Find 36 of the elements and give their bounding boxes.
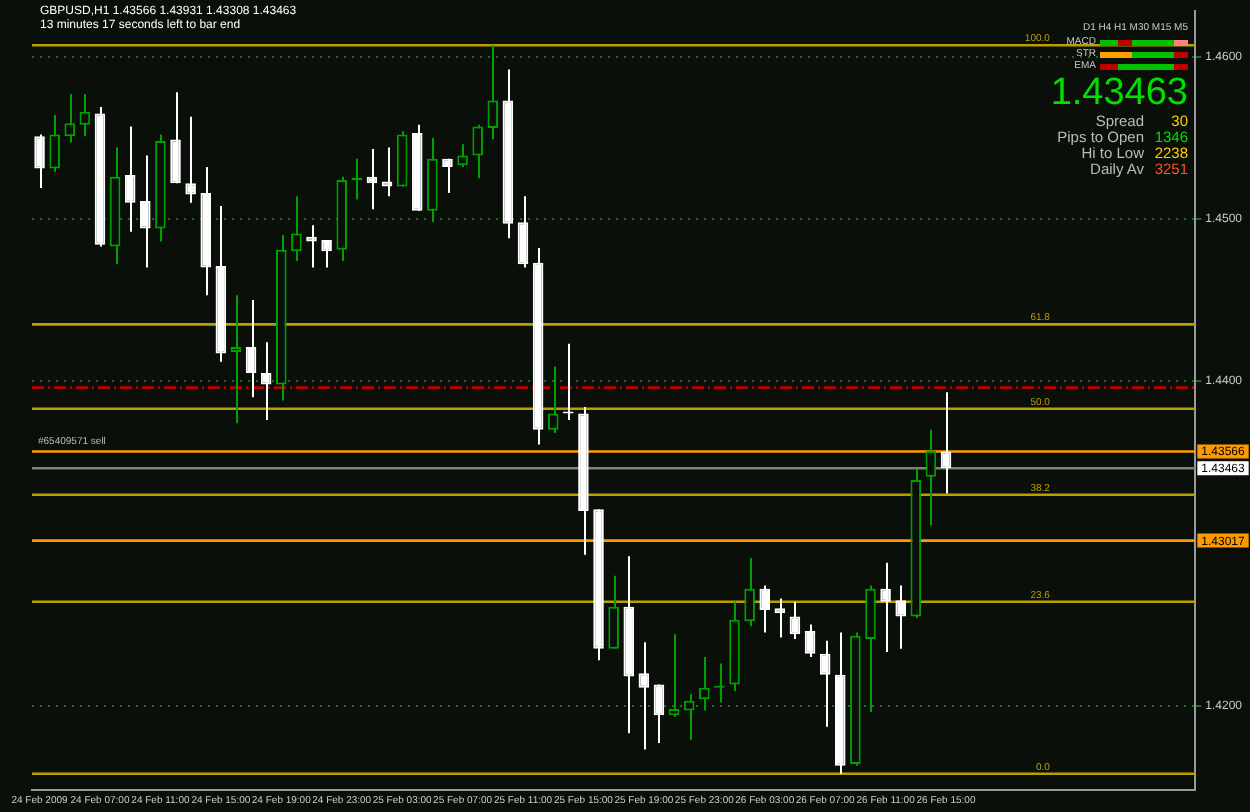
candlestick — [804, 623, 816, 658]
candlestick — [321, 238, 332, 269]
candlestick — [34, 133, 45, 190]
candlestick — [517, 195, 529, 269]
candlestick — [427, 136, 438, 224]
candlestick — [124, 125, 136, 233]
candlestick — [457, 143, 468, 168]
candlestick — [699, 655, 710, 712]
candlestick — [925, 428, 937, 527]
candlestick — [608, 574, 619, 650]
candlestick — [442, 157, 453, 194]
candlestick — [789, 600, 801, 641]
candlestick — [865, 584, 876, 714]
candlestick — [472, 123, 483, 180]
candlestick — [230, 294, 242, 425]
candlestick — [759, 584, 771, 634]
candlestick — [744, 556, 755, 628]
candlestick — [64, 92, 76, 144]
candlestick — [487, 44, 499, 141]
candlestick — [638, 641, 650, 751]
candlestick — [245, 299, 257, 399]
candlestick — [140, 154, 151, 269]
candlestick — [351, 157, 363, 201]
candlestick — [547, 365, 559, 435]
candlestick — [79, 92, 91, 138]
annotation: 1.43463 — [1050, 72, 1188, 114]
candlestick — [895, 584, 906, 650]
candlestick — [819, 639, 831, 728]
candlestick — [49, 114, 60, 173]
candlestick — [774, 597, 786, 639]
candlestick — [170, 91, 181, 185]
candlestick — [185, 115, 196, 204]
candlestick — [880, 561, 891, 654]
candlestick — [396, 130, 408, 188]
candlestick — [291, 195, 302, 263]
candlestick — [306, 224, 317, 269]
